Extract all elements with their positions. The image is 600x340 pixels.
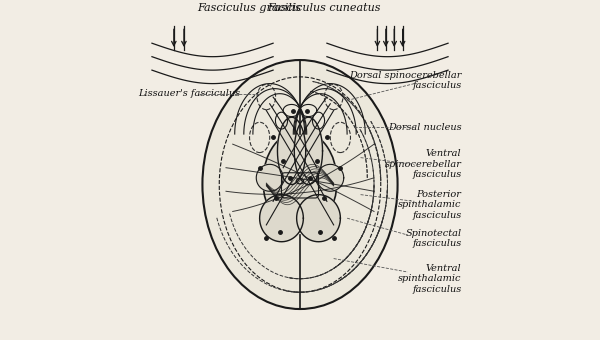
Text: Fasciculus cuneatus: Fasciculus cuneatus <box>267 3 380 13</box>
Ellipse shape <box>263 131 337 232</box>
Text: Spinotectal
fasciculus: Spinotectal fasciculus <box>406 229 461 248</box>
Polygon shape <box>256 164 283 191</box>
Text: Ventral
spinthalamic
fasciculus: Ventral spinthalamic fasciculus <box>398 264 461 294</box>
Polygon shape <box>277 117 306 185</box>
Polygon shape <box>260 194 304 242</box>
Polygon shape <box>296 194 340 242</box>
Text: Posterior
spinthalamic
fasciculus: Posterior spinthalamic fasciculus <box>398 190 461 220</box>
Ellipse shape <box>202 60 398 309</box>
Polygon shape <box>294 117 323 185</box>
Polygon shape <box>317 164 344 191</box>
Text: Ventral
spinocerebellar
fasciculus: Ventral spinocerebellar fasciculus <box>385 150 461 179</box>
FancyBboxPatch shape <box>281 173 319 198</box>
Text: Dorsal spinocerebellar
fasciculus: Dorsal spinocerebellar fasciculus <box>349 70 461 90</box>
Text: Lissauer's fasciculus: Lissauer's fasciculus <box>139 89 241 98</box>
Text: Fasciculus gracilis: Fasciculus gracilis <box>197 3 302 13</box>
Text: Dorsal nucleus: Dorsal nucleus <box>388 123 461 132</box>
